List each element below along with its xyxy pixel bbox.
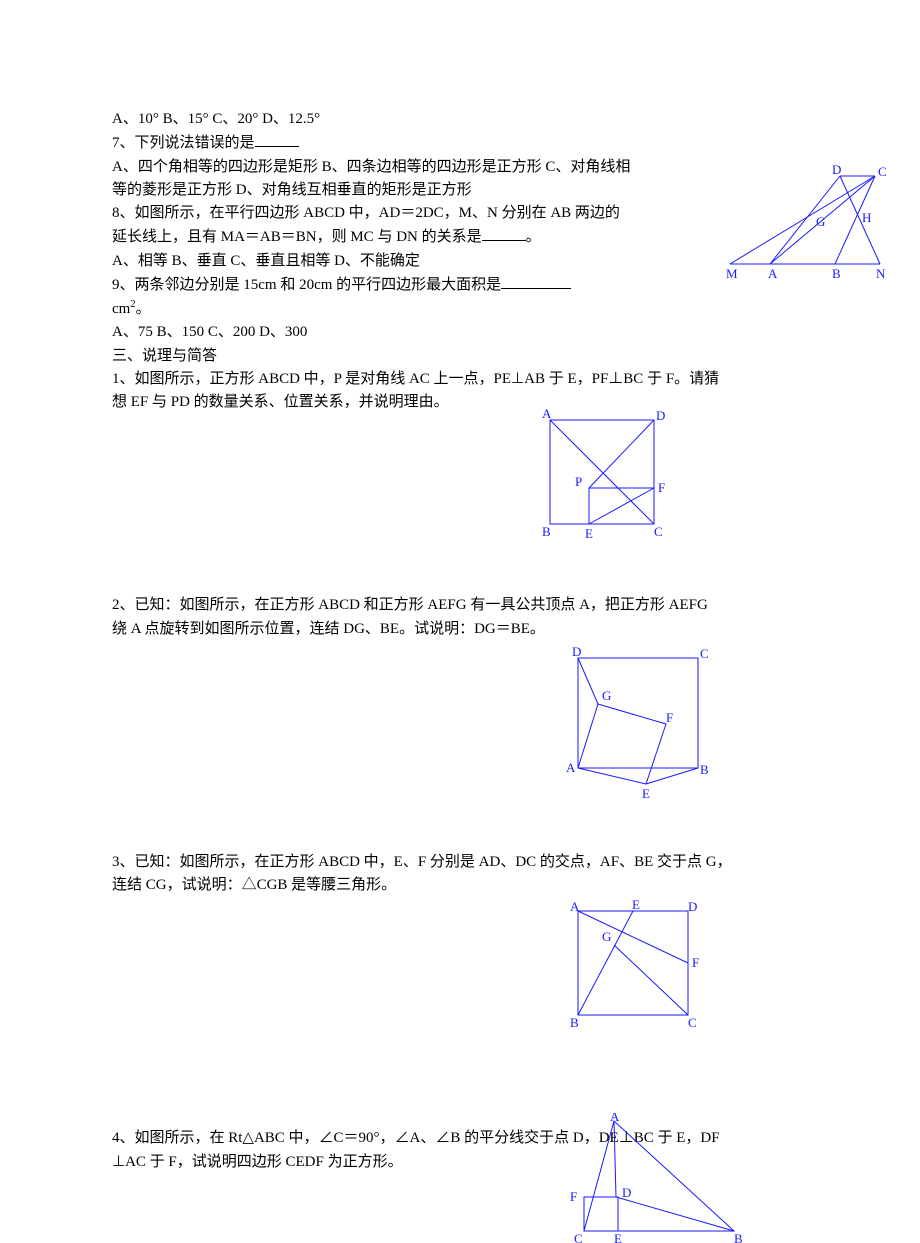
svg-text:M: M bbox=[726, 266, 738, 281]
svg-text:D: D bbox=[656, 408, 665, 423]
svg-text:A: A bbox=[768, 266, 778, 281]
q8-blank bbox=[482, 225, 526, 241]
svg-text:N: N bbox=[876, 266, 886, 281]
q7-stem-text: 7、下列说法错误的是 bbox=[112, 135, 255, 151]
q8-l2: 延长线上，且有 MA＝AB＝BN，则 MC 与 DN 的关系是 。 bbox=[112, 225, 812, 249]
svg-text:D: D bbox=[688, 899, 697, 914]
figure-q8: M A B N D C G H bbox=[720, 164, 890, 284]
q9-blank bbox=[501, 273, 571, 289]
svg-text:A: A bbox=[570, 899, 580, 914]
p2-l2: 绕 A 点旋转到如图所示位置，连结 DG、BE。试说明：DG＝BE。 bbox=[112, 618, 812, 641]
svg-text:F: F bbox=[666, 710, 673, 725]
q9-unit-text: cm bbox=[112, 301, 130, 317]
svg-text:P: P bbox=[575, 474, 582, 489]
q7-opts-a: A、四个角相等的四边形是矩形 B、四条边相等的四边形是正方形 C、对角线相 bbox=[112, 156, 812, 179]
q7-opts-b: 等的菱形是正方形 D、对角线互相垂直的矩形是正方形 bbox=[112, 179, 812, 202]
svg-text:G: G bbox=[602, 688, 611, 703]
svg-text:B: B bbox=[832, 266, 841, 281]
svg-text:D: D bbox=[832, 164, 841, 177]
spacer-1 bbox=[112, 414, 812, 594]
svg-text:D: D bbox=[572, 644, 581, 659]
svg-text:B: B bbox=[570, 1015, 579, 1030]
q9-l1-text: 9、两条邻边分别是 15cm 和 20cm 的平行四边形最大面积是 bbox=[112, 277, 501, 293]
q8-l2-text: 延长线上，且有 MA＝AB＝BN，则 MC 与 DN 的关系是 bbox=[112, 229, 482, 245]
q6-options: A、10° B、15° C、20° D、12.5° bbox=[112, 108, 812, 131]
q9-opts: A、75 B、150 C、200 D、300 bbox=[112, 321, 812, 344]
svg-text:E: E bbox=[585, 526, 593, 541]
svg-text:B: B bbox=[734, 1231, 743, 1243]
svg-text:H: H bbox=[862, 210, 871, 225]
svg-text:C: C bbox=[700, 646, 709, 661]
svg-p4: A C B D E F bbox=[556, 1113, 756, 1243]
svg-text:C: C bbox=[878, 164, 887, 179]
q9-unit: cm2。 bbox=[112, 297, 812, 321]
figure-p4: A C B D E F bbox=[556, 1113, 756, 1243]
svg-p1: A D B C P E F bbox=[530, 406, 680, 546]
svg-text:F: F bbox=[692, 955, 699, 970]
q8-opts: A、相等 B、垂直 C、垂直且相等 D、不能确定 bbox=[112, 250, 812, 273]
p3-l1: 3、已知：如图所示，在正方形 ABCD 中，E、F 分别是 AD、DC 的交点，… bbox=[112, 851, 812, 874]
p3-l2: 连结 CG，试说明：△CGB 是等腰三角形。 bbox=[112, 874, 812, 897]
figure-p2: D C A B G F E bbox=[558, 644, 728, 804]
svg-text:C: C bbox=[688, 1015, 697, 1030]
svg-text:C: C bbox=[574, 1231, 583, 1243]
svg-q8: M A B N D C G H bbox=[720, 164, 890, 284]
svg-text:G: G bbox=[602, 929, 611, 944]
svg-text:A: A bbox=[566, 760, 576, 775]
svg-text:F: F bbox=[570, 1189, 577, 1204]
section3-title: 三、说理与简答 bbox=[112, 345, 812, 368]
svg-text:A: A bbox=[610, 1113, 620, 1124]
q8-l1: 8、如图所示，在平行四边形 ABCD 中，AD＝2DC，M、N 分别在 AB 两… bbox=[112, 202, 712, 225]
svg-text:D: D bbox=[622, 1185, 631, 1200]
svg-text:G: G bbox=[816, 214, 825, 229]
svg-text:E: E bbox=[642, 786, 650, 801]
q7-blank bbox=[255, 131, 299, 147]
svg-p2: D C A B G F E bbox=[558, 644, 728, 804]
svg-text:B: B bbox=[700, 762, 709, 777]
q8-l2-end: 。 bbox=[526, 229, 541, 245]
svg-text:F: F bbox=[658, 480, 665, 495]
q9-l1: 9、两条邻边分别是 15cm 和 20cm 的平行四边形最大面积是 bbox=[112, 273, 812, 297]
svg-text:B: B bbox=[542, 524, 551, 539]
q9-sup: 2 bbox=[130, 299, 135, 310]
svg-p3: A D B C E F G bbox=[558, 897, 718, 1037]
svg-text:E: E bbox=[632, 897, 640, 912]
figure-p3: A D B C E F G bbox=[558, 897, 718, 1037]
p2-l1: 2、已知：如图所示，在正方形 ABCD 和正方形 AEFG 有一具公共顶点 A，… bbox=[112, 594, 812, 617]
p1-l2: 想 EF 与 PD 的数量关系、位置关系，并说明理由。 bbox=[112, 391, 812, 414]
svg-text:C: C bbox=[654, 524, 663, 539]
svg-text:A: A bbox=[542, 406, 552, 421]
q7-stem: 7、下列说法错误的是 bbox=[112, 131, 812, 155]
p1-l1: 1、如图所示，正方形 ABCD 中，P 是对角线 AC 上一点，PE⊥AB 于 … bbox=[112, 368, 812, 391]
figure-p1: A D B C P E F bbox=[530, 406, 680, 546]
svg-text:E: E bbox=[614, 1231, 622, 1243]
